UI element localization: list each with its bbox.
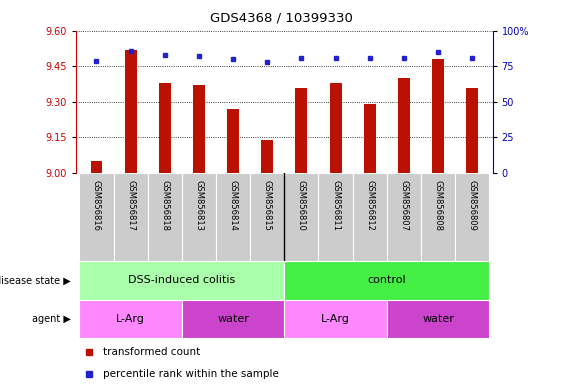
Text: GSM856807: GSM856807: [399, 180, 408, 231]
Text: control: control: [368, 275, 406, 285]
Text: water: water: [422, 314, 454, 324]
Text: water: water: [217, 314, 249, 324]
Bar: [114, 173, 148, 261]
Bar: [466, 88, 478, 173]
Text: L-Arg: L-Arg: [321, 314, 350, 324]
Bar: [159, 83, 171, 173]
Bar: [432, 59, 444, 173]
Text: percentile rank within the sample: percentile rank within the sample: [103, 369, 279, 379]
Bar: [364, 104, 376, 173]
Bar: [284, 261, 489, 300]
Text: GSM856814: GSM856814: [229, 180, 238, 231]
Bar: [284, 300, 387, 338]
Bar: [227, 109, 239, 173]
Bar: [250, 173, 284, 261]
Text: GSM856816: GSM856816: [92, 180, 101, 231]
Bar: [455, 173, 489, 261]
Bar: [216, 173, 250, 261]
Bar: [79, 173, 114, 261]
Text: GSM856815: GSM856815: [263, 180, 272, 231]
Bar: [421, 173, 455, 261]
Text: GSM856812: GSM856812: [365, 180, 374, 231]
Bar: [352, 173, 387, 261]
Text: GDS4368 / 10399330: GDS4368 / 10399330: [210, 12, 353, 25]
Bar: [261, 140, 273, 173]
Bar: [79, 300, 182, 338]
Bar: [387, 300, 489, 338]
Bar: [124, 50, 137, 173]
Bar: [182, 173, 216, 261]
Text: DSS-induced colitis: DSS-induced colitis: [128, 275, 235, 285]
Bar: [182, 300, 284, 338]
Text: agent ▶: agent ▶: [32, 314, 70, 324]
Text: disease state ▶: disease state ▶: [0, 275, 70, 285]
Bar: [193, 85, 205, 173]
Text: transformed count: transformed count: [103, 347, 200, 357]
Text: GSM856810: GSM856810: [297, 180, 306, 231]
Bar: [387, 173, 421, 261]
Bar: [284, 173, 319, 261]
Text: GSM856813: GSM856813: [194, 180, 203, 231]
Bar: [319, 173, 352, 261]
Bar: [398, 78, 410, 173]
Text: GSM856811: GSM856811: [331, 180, 340, 231]
Bar: [296, 88, 307, 173]
Text: L-Arg: L-Arg: [116, 314, 145, 324]
Text: GSM856808: GSM856808: [434, 180, 443, 231]
Bar: [148, 173, 182, 261]
Bar: [91, 161, 102, 173]
Text: GSM856818: GSM856818: [160, 180, 169, 231]
Bar: [329, 83, 342, 173]
Text: GSM856817: GSM856817: [126, 180, 135, 231]
Text: GSM856809: GSM856809: [468, 180, 477, 231]
Bar: [79, 261, 284, 300]
